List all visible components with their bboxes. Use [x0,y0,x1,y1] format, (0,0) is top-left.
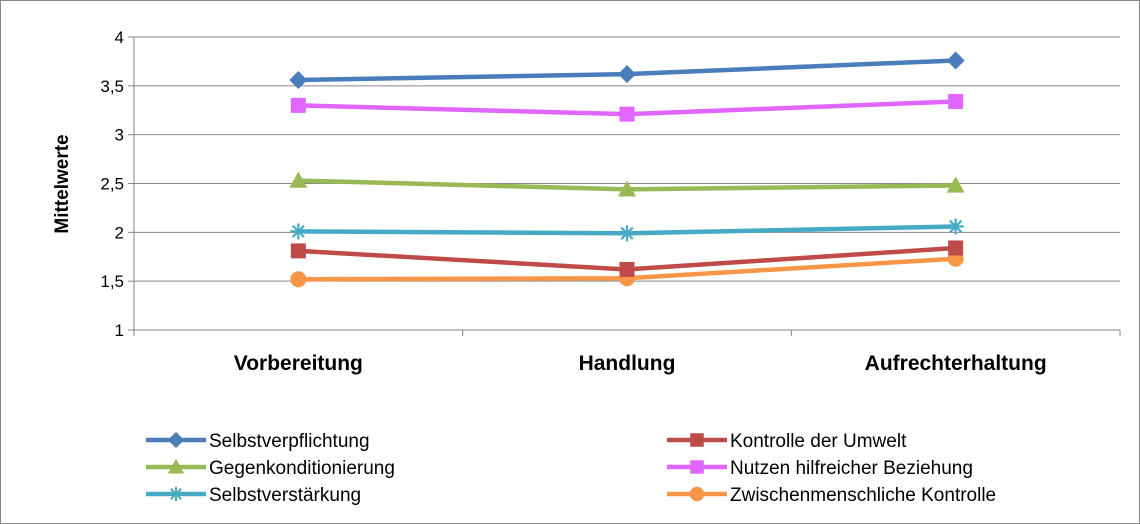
y-tick-label: 1,5 [100,272,124,291]
star-stroke [620,226,634,240]
data-point-triangle [289,171,308,188]
legend-item: Nutzen hilfreicher Beziehung [667,458,973,479]
data-point-triangle [167,458,185,474]
legend-label: Selbstverstärkung [209,485,361,506]
star-stroke [291,224,305,238]
data-point-diamond [618,65,636,84]
data-point-circle [689,486,705,502]
series-selbstverstärkung [290,218,964,242]
axes [128,36,1121,336]
star-stroke [949,219,963,234]
data-point-star [619,225,635,242]
y-tick-label: 4 [115,28,124,47]
x-category-label: Handlung [579,352,676,375]
data-point-square [290,243,306,259]
x-category-label: Aufrechterhaltung [865,352,1047,375]
data-point-square [619,106,635,122]
legend-label: Zwischenmenschliche Kontrolle [730,485,996,506]
data-point-square [948,93,964,109]
legend-label: Selbstverpflichtung [209,431,370,452]
legend-label: Kontrolle der Umwelt [730,431,907,452]
y-tick-label: 3 [115,126,124,145]
data-point-square [948,240,964,256]
legend-label: Nutzen hilfreicher Beziehung [730,458,973,479]
y-tick-label: 2 [115,223,124,242]
y-tick-label: 1 [115,321,124,340]
legend: Selbstverpflichtung Kontrolle der Umwelt G… [146,431,996,506]
x-category-labels: Vorbereitung Handlung Aufrechterhaltung [234,352,1047,375]
data-point-square [690,433,704,447]
y-tick-label: 3,5 [100,77,124,96]
x-category-label: Vorbereitung [234,352,363,375]
star-stroke [170,488,182,500]
data-point-square [690,460,704,474]
data-point-star [290,223,307,240]
legend-item: Zwischenmenschliche Kontrolle [667,485,996,506]
data-point-diamond [289,70,308,89]
legend-item: Selbstverpflichtung [146,431,370,452]
legend-item: Kontrolle der Umwelt [667,431,907,452]
data-point-triangle [946,176,965,193]
series-gegenkonditionierung [289,171,965,197]
y-tick-label: 2,5 [100,175,124,194]
data-point-circle [290,271,307,288]
data-point-diamond [167,431,185,449]
series-kontrolle-der-umwelt [290,240,964,277]
y-tick-labels: 1 1,5 2 2,5 3 3,5 4 [100,28,124,340]
data-point-star [947,218,964,235]
series-lines [289,51,965,288]
data-point-triangle [618,180,636,197]
y-axis-label: Mittelwerte [52,134,73,233]
series-nutzen-hilfreicher-beziehung [290,93,964,122]
data-point-star [168,486,184,502]
legend-item: Gegenkonditionierung [146,458,395,479]
data-point-diamond [946,51,965,70]
legend-item: Selbstverstärkung [146,485,361,506]
data-point-square [619,261,635,277]
series-selbstverpflichtung [289,51,965,89]
data-point-square [290,97,306,113]
legend-label: Gegenkonditionierung [209,458,395,479]
